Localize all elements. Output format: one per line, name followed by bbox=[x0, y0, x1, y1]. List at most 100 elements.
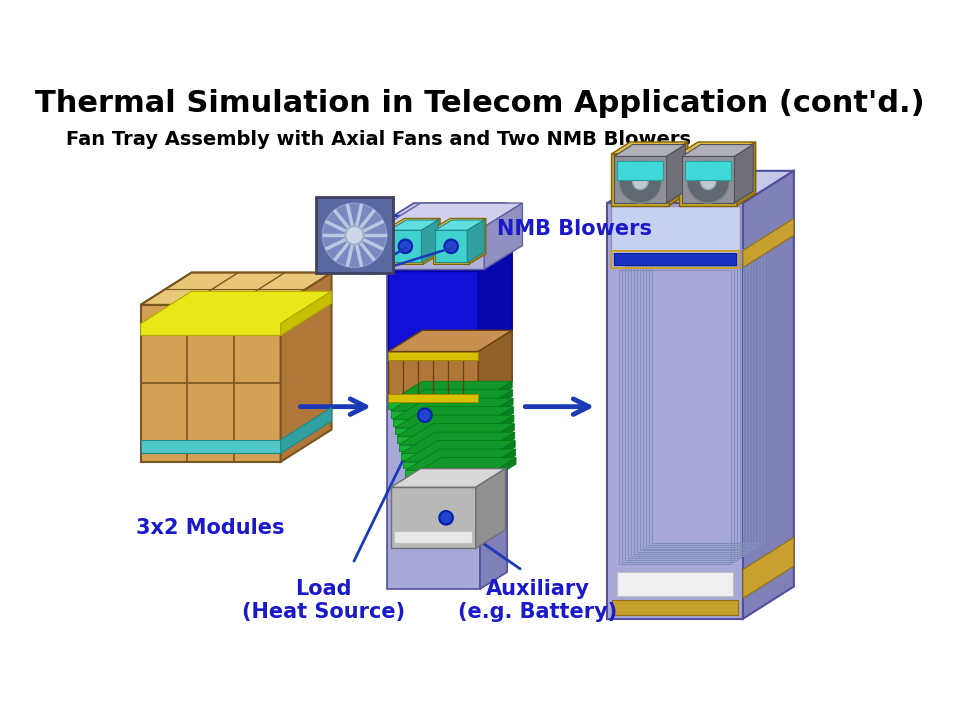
Polygon shape bbox=[389, 271, 478, 351]
Polygon shape bbox=[435, 220, 484, 230]
Polygon shape bbox=[480, 203, 507, 589]
Polygon shape bbox=[389, 230, 421, 263]
Polygon shape bbox=[433, 218, 486, 228]
Polygon shape bbox=[433, 228, 469, 264]
Polygon shape bbox=[389, 250, 513, 271]
Polygon shape bbox=[612, 154, 669, 206]
Polygon shape bbox=[280, 273, 331, 462]
Polygon shape bbox=[737, 142, 756, 206]
Polygon shape bbox=[389, 220, 439, 230]
Polygon shape bbox=[280, 408, 331, 454]
Polygon shape bbox=[468, 220, 484, 263]
Polygon shape bbox=[399, 445, 480, 451]
Polygon shape bbox=[669, 142, 687, 206]
Polygon shape bbox=[407, 457, 516, 479]
Text: Load
(Heat Source): Load (Heat Source) bbox=[242, 579, 404, 622]
Circle shape bbox=[418, 408, 432, 422]
Polygon shape bbox=[399, 423, 515, 445]
Text: Fan Tray Assembly with Axial Fans and Two NMB Blowers: Fan Tray Assembly with Axial Fans and Tw… bbox=[65, 130, 690, 149]
Polygon shape bbox=[743, 218, 794, 268]
Polygon shape bbox=[421, 220, 439, 263]
Circle shape bbox=[323, 203, 387, 267]
Polygon shape bbox=[388, 218, 440, 228]
Polygon shape bbox=[393, 398, 513, 419]
Polygon shape bbox=[141, 323, 280, 336]
Polygon shape bbox=[743, 171, 794, 618]
Polygon shape bbox=[401, 454, 481, 460]
Circle shape bbox=[619, 161, 661, 203]
Polygon shape bbox=[395, 428, 480, 434]
Polygon shape bbox=[479, 390, 513, 418]
Circle shape bbox=[633, 174, 648, 189]
Polygon shape bbox=[389, 394, 478, 402]
Circle shape bbox=[687, 161, 730, 203]
Polygon shape bbox=[403, 441, 516, 462]
Polygon shape bbox=[405, 470, 482, 477]
Polygon shape bbox=[387, 203, 507, 220]
Polygon shape bbox=[666, 145, 685, 203]
Polygon shape bbox=[680, 154, 737, 206]
Polygon shape bbox=[407, 479, 482, 485]
Polygon shape bbox=[614, 145, 685, 156]
Text: NMB Blowers: NMB Blowers bbox=[497, 218, 652, 238]
Polygon shape bbox=[743, 537, 794, 598]
Polygon shape bbox=[403, 462, 481, 469]
Polygon shape bbox=[435, 230, 468, 263]
Text: Auxiliary
(e.g. Battery): Auxiliary (e.g. Battery) bbox=[458, 579, 617, 622]
Polygon shape bbox=[478, 381, 513, 409]
Polygon shape bbox=[612, 142, 687, 154]
Polygon shape bbox=[395, 407, 514, 428]
Polygon shape bbox=[617, 161, 663, 180]
Polygon shape bbox=[391, 411, 479, 418]
Polygon shape bbox=[481, 432, 515, 460]
Text: Thermal Simulation in Telecom Application (cont'd.): Thermal Simulation in Telecom Applicatio… bbox=[36, 89, 924, 118]
Polygon shape bbox=[608, 203, 743, 618]
Polygon shape bbox=[389, 351, 478, 360]
Polygon shape bbox=[614, 156, 666, 203]
Polygon shape bbox=[395, 531, 472, 543]
Circle shape bbox=[398, 240, 412, 253]
Polygon shape bbox=[478, 330, 513, 402]
Polygon shape bbox=[316, 197, 393, 274]
Polygon shape bbox=[476, 469, 506, 549]
Polygon shape bbox=[480, 407, 514, 434]
Polygon shape bbox=[141, 273, 331, 305]
Polygon shape bbox=[396, 436, 480, 443]
Polygon shape bbox=[480, 423, 515, 451]
Polygon shape bbox=[141, 273, 331, 305]
Polygon shape bbox=[480, 415, 514, 443]
Polygon shape bbox=[734, 145, 754, 203]
Polygon shape bbox=[387, 220, 480, 589]
Polygon shape bbox=[396, 415, 514, 436]
Polygon shape bbox=[682, 145, 754, 156]
Polygon shape bbox=[479, 398, 513, 426]
Polygon shape bbox=[391, 487, 476, 549]
Polygon shape bbox=[682, 156, 734, 203]
Polygon shape bbox=[382, 227, 484, 269]
Polygon shape bbox=[484, 203, 522, 269]
Polygon shape bbox=[482, 449, 516, 477]
Polygon shape bbox=[612, 600, 738, 616]
Polygon shape bbox=[478, 250, 513, 351]
Circle shape bbox=[444, 240, 458, 253]
Polygon shape bbox=[685, 161, 732, 180]
Polygon shape bbox=[614, 253, 736, 265]
Polygon shape bbox=[393, 419, 479, 426]
Polygon shape bbox=[617, 572, 732, 596]
Polygon shape bbox=[388, 228, 423, 264]
Polygon shape bbox=[389, 381, 513, 402]
Polygon shape bbox=[469, 218, 486, 264]
Text: 3x2 Modules: 3x2 Modules bbox=[136, 518, 285, 538]
Polygon shape bbox=[141, 292, 331, 336]
Circle shape bbox=[346, 226, 364, 245]
Polygon shape bbox=[405, 449, 516, 470]
Circle shape bbox=[701, 174, 716, 189]
Polygon shape bbox=[141, 305, 280, 462]
Polygon shape bbox=[680, 142, 756, 154]
Polygon shape bbox=[391, 469, 506, 487]
Polygon shape bbox=[389, 351, 478, 402]
Polygon shape bbox=[382, 203, 522, 227]
Polygon shape bbox=[280, 292, 331, 336]
Polygon shape bbox=[141, 440, 280, 454]
Polygon shape bbox=[389, 330, 513, 351]
